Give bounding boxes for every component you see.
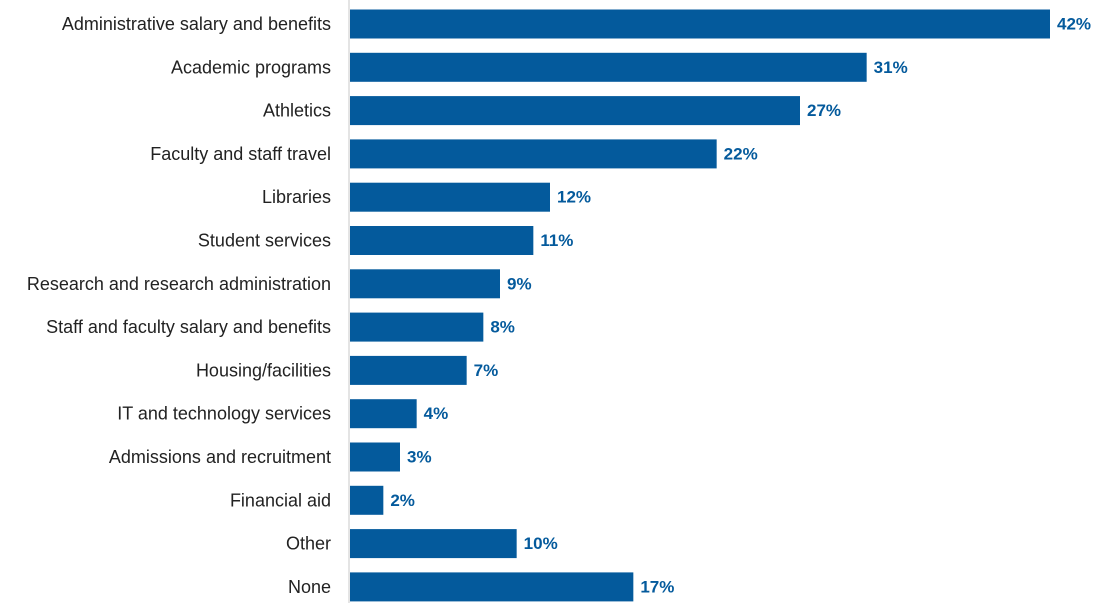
value-label: 10%	[524, 534, 558, 553]
value-label: 42%	[1057, 15, 1091, 34]
category-label: Other	[286, 534, 331, 554]
category-label: Housing/facilities	[196, 360, 331, 380]
bar	[350, 139, 717, 169]
value-label: 12%	[557, 188, 591, 207]
value-label: 4%	[424, 404, 449, 423]
value-label: 8%	[490, 318, 515, 337]
value-label: 11%	[540, 231, 573, 250]
bar	[350, 312, 484, 342]
bar	[350, 96, 800, 126]
value-label: 7%	[474, 361, 499, 380]
bar	[350, 52, 867, 82]
bar	[350, 226, 534, 255]
category-label: IT and technology services	[117, 404, 331, 424]
bar	[350, 355, 467, 385]
category-label: Faculty and staff travel	[150, 144, 331, 164]
category-label: Research and research administration	[27, 274, 331, 294]
category-label: Student services	[198, 231, 331, 251]
value-label: 17%	[640, 577, 674, 596]
category-label: Financial aid	[230, 490, 331, 510]
bar	[350, 182, 550, 212]
bar	[350, 485, 384, 515]
value-label: 2%	[390, 491, 415, 510]
value-label: 22%	[724, 144, 758, 163]
value-label: 27%	[807, 101, 841, 120]
bar	[350, 529, 517, 559]
category-label: Staff and faculty salary and benefits	[46, 317, 331, 337]
bar	[350, 442, 400, 472]
category-label: Libraries	[262, 187, 331, 207]
value-label: 31%	[874, 58, 908, 77]
bar	[350, 9, 1050, 39]
category-label: Athletics	[263, 101, 331, 121]
category-label: Admissions and recruitment	[109, 447, 331, 467]
bar	[350, 399, 417, 429]
value-label: 9%	[507, 274, 532, 293]
bars-group: Administrative salary and benefits 42% Aca…	[27, 9, 1091, 602]
category-label: Administrative salary and benefits	[62, 14, 331, 34]
bar	[350, 572, 634, 602]
bar	[350, 269, 500, 299]
value-label: 3%	[407, 448, 432, 467]
category-label: Academic programs	[171, 57, 331, 77]
category-label: None	[288, 577, 331, 597]
